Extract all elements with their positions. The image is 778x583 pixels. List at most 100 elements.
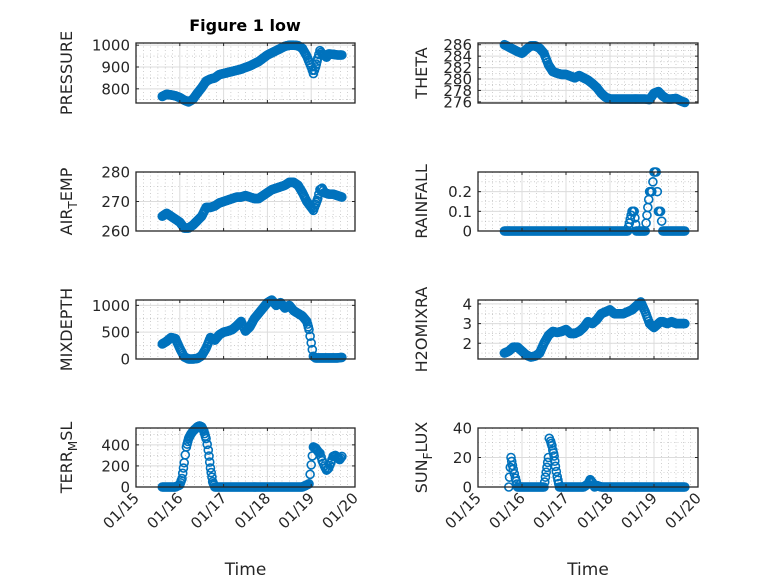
data-point [337, 451, 347, 462]
x-tick-label: 01/18 [574, 489, 617, 532]
data-point [178, 463, 189, 473]
y-tick-label: 400 [101, 436, 130, 454]
y-tick-label: 1000 [92, 297, 130, 315]
data-point [550, 461, 561, 472]
figure-title: Figure 1 low [189, 16, 301, 35]
x-axis-label: Time [224, 560, 267, 580]
data-series [157, 295, 347, 364]
data-series [499, 297, 690, 362]
data-point [314, 447, 324, 458]
y-axis-label: MIXDEPTH [57, 288, 76, 371]
y-axis-label: PRESSURE [57, 31, 76, 115]
y-tick-label: 900 [101, 59, 130, 77]
y-tick-label: 1000 [92, 37, 130, 55]
x-tick-label: 01/17 [530, 489, 573, 532]
y-tick-label: 276 [443, 93, 472, 111]
x-tick-label: 01/18 [231, 489, 274, 532]
y-tick-label: 0.2 [448, 183, 472, 201]
y-tick-label: 260 [101, 223, 130, 241]
data-point [205, 463, 216, 473]
data-point [304, 479, 314, 489]
subplot-pressure: 800 900 1000 PRESSURE [57, 31, 356, 115]
data-point [337, 50, 347, 60]
axes-box [477, 171, 699, 232]
subplot-h2omixra: 2 3 4 H2OMIXRA [412, 287, 699, 373]
y-tick-label: 0 [462, 223, 472, 241]
data-point [629, 206, 640, 217]
data-point [337, 192, 347, 202]
data-point [508, 464, 519, 475]
x-tick-label: 01/19 [275, 489, 318, 532]
y-tick-label: 278 [443, 82, 472, 100]
axes-box [135, 299, 356, 360]
data-series [499, 39, 690, 108]
y-axis-label: THETA [412, 47, 431, 99]
y-tick-label: 0 [462, 479, 472, 497]
data-point [656, 216, 667, 226]
y-tick-label: 40 [453, 420, 472, 438]
data-point [679, 318, 690, 329]
x-tick-label: 01/20 [319, 489, 362, 532]
x-axis-label: Time [566, 560, 609, 580]
y-tick-label: 270 [101, 193, 130, 211]
data-point [540, 472, 551, 482]
y-tick-label: 0 [120, 479, 130, 497]
x-tick-label: 01/17 [187, 489, 230, 532]
data-point [306, 338, 317, 348]
x-tick-label: 01/16 [143, 489, 186, 532]
data-series [157, 177, 347, 233]
y-tick-label: 200 [101, 457, 130, 475]
data-point [305, 331, 315, 342]
axes-box [477, 299, 699, 360]
y-tick-label: 2 [462, 335, 472, 353]
data-point [177, 473, 187, 484]
subplot-rainfall: 0 0.1 0.2 RAINFALL [412, 164, 699, 241]
data-point [177, 468, 188, 479]
x-tick-label: 01/19 [618, 489, 661, 532]
data-point [306, 460, 317, 470]
data-series [157, 40, 347, 107]
data-point [646, 186, 657, 197]
y-axis-label: H2OMIXRA [412, 287, 431, 373]
x-tick-label: 01/20 [662, 489, 705, 532]
data-point [539, 477, 550, 487]
data-point [304, 324, 314, 335]
data-point [655, 206, 666, 217]
data-point [312, 193, 323, 204]
x-tick-label: 01/16 [486, 489, 529, 532]
data-point [201, 433, 211, 444]
data-point [549, 451, 559, 461]
data-point [337, 352, 347, 363]
data-point [652, 186, 663, 197]
y-tick-label: 0.1 [448, 203, 472, 221]
data-point [335, 453, 346, 463]
data-point [202, 439, 212, 450]
y-axis-label: RAINFALL [412, 164, 431, 239]
y-tick-label: 280 [101, 164, 130, 182]
axes-box [477, 42, 699, 104]
data-point [549, 456, 560, 466]
y-tick-label: 284 [443, 48, 472, 66]
y-tick-label: 4 [462, 295, 472, 313]
data-point [305, 469, 315, 480]
data-point [630, 213, 640, 223]
y-axis-label: AIRTEMP [57, 167, 80, 235]
axes-box [135, 42, 356, 104]
data-point [551, 466, 562, 477]
y-tick-label: 800 [101, 80, 130, 98]
y-tick-label: 286 [443, 36, 472, 54]
data-point [648, 177, 658, 187]
subplot-air-temp: 260 270 280 AIRTEMP [57, 164, 356, 241]
y-tick-label: 280 [443, 71, 472, 89]
data-point [203, 445, 214, 455]
y-axis-label: TERRMSL [57, 422, 80, 495]
y-tick-label: 500 [101, 324, 130, 342]
axes-box [135, 427, 356, 488]
y-tick-label: 282 [443, 59, 472, 77]
y-axis-label: SUNFLUX [412, 422, 435, 494]
subplot-mixdepth: 0 500 1000 MIXDEPTH [57, 288, 356, 371]
